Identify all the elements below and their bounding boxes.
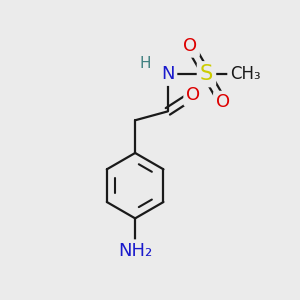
- Text: O: O: [216, 93, 230, 111]
- Text: O: O: [186, 86, 200, 104]
- Text: CH₃: CH₃: [230, 65, 260, 83]
- Text: H: H: [140, 56, 151, 71]
- Text: N: N: [161, 65, 175, 83]
- Text: O: O: [183, 37, 197, 55]
- Text: NH₂: NH₂: [118, 242, 152, 260]
- Text: S: S: [200, 64, 213, 84]
